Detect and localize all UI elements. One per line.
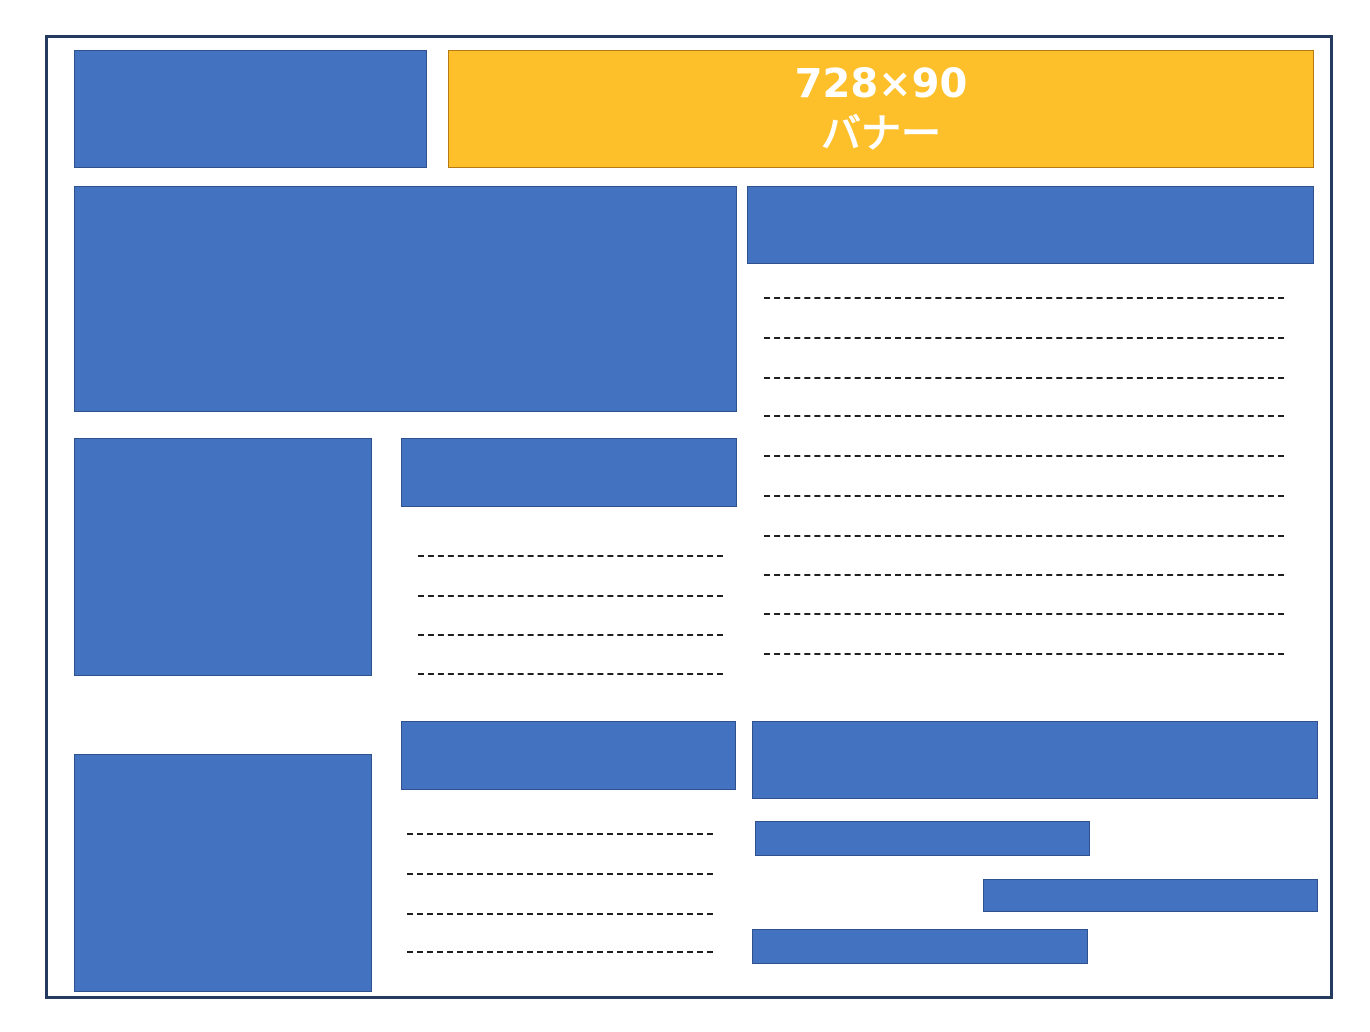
right-lower-heading — [752, 721, 1318, 799]
text-line — [764, 574, 1284, 576]
list-bar-2 — [983, 879, 1318, 912]
leaderboard-banner: 728×90 バナー — [448, 50, 1314, 168]
left-thumbnail-lower — [74, 754, 372, 992]
logo-block — [74, 50, 427, 168]
text-line — [764, 455, 1284, 457]
text-line — [407, 913, 713, 915]
text-line — [418, 595, 723, 597]
hero-block — [74, 186, 737, 412]
text-line — [418, 673, 723, 675]
text-line — [764, 415, 1284, 417]
banner-label: バナー — [821, 111, 941, 157]
text-line — [764, 297, 1284, 299]
text-line — [407, 951, 713, 953]
list-bar-1 — [755, 821, 1090, 856]
left-thumbnail-upper — [74, 438, 372, 676]
text-line — [764, 377, 1284, 379]
text-line — [407, 873, 713, 875]
list-bar-3 — [752, 929, 1088, 964]
text-line — [418, 555, 723, 557]
middle-upper-heading — [401, 438, 737, 507]
text-line — [418, 634, 723, 636]
text-line — [764, 337, 1284, 339]
text-line — [764, 613, 1284, 615]
right-heading-block — [747, 186, 1314, 264]
middle-lower-heading — [401, 721, 736, 790]
text-line — [764, 535, 1284, 537]
page-frame — [45, 35, 1333, 999]
text-line — [764, 653, 1284, 655]
banner-size: 728×90 — [794, 61, 968, 107]
text-line — [764, 495, 1284, 497]
text-line — [407, 833, 713, 835]
